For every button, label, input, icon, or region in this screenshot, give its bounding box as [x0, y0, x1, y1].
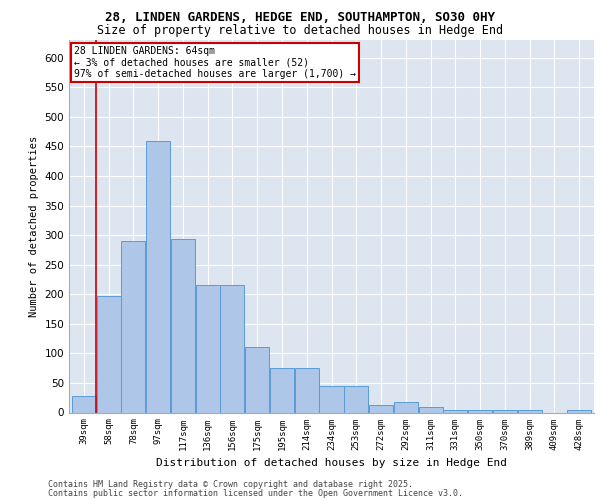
Text: 28 LINDEN GARDENS: 64sqm
← 3% of detached houses are smaller (52)
97% of semi-de: 28 LINDEN GARDENS: 64sqm ← 3% of detache… — [74, 46, 356, 79]
Bar — [196, 286, 220, 412]
Bar — [97, 296, 121, 412]
Bar — [319, 386, 344, 412]
X-axis label: Distribution of detached houses by size in Hedge End: Distribution of detached houses by size … — [156, 458, 507, 468]
Bar — [493, 410, 517, 412]
Bar — [121, 241, 145, 412]
Text: 28, LINDEN GARDENS, HEDGE END, SOUTHAMPTON, SO30 0HY: 28, LINDEN GARDENS, HEDGE END, SOUTHAMPT… — [105, 11, 495, 24]
Bar — [270, 368, 294, 412]
Text: Size of property relative to detached houses in Hedge End: Size of property relative to detached ho… — [97, 24, 503, 37]
Text: Contains HM Land Registry data © Crown copyright and database right 2025.: Contains HM Land Registry data © Crown c… — [48, 480, 413, 489]
Bar — [369, 406, 393, 412]
Bar — [72, 396, 96, 412]
Bar — [394, 402, 418, 412]
Bar — [220, 286, 244, 412]
Bar — [344, 386, 368, 412]
Bar — [443, 410, 467, 412]
Bar — [468, 410, 492, 412]
Bar — [171, 240, 195, 412]
Bar — [295, 368, 319, 412]
Bar — [567, 410, 591, 412]
Bar — [518, 410, 542, 412]
Y-axis label: Number of detached properties: Number of detached properties — [29, 136, 39, 317]
Bar — [419, 407, 443, 412]
Bar — [146, 140, 170, 412]
Bar — [245, 348, 269, 412]
Text: Contains public sector information licensed under the Open Government Licence v3: Contains public sector information licen… — [48, 488, 463, 498]
